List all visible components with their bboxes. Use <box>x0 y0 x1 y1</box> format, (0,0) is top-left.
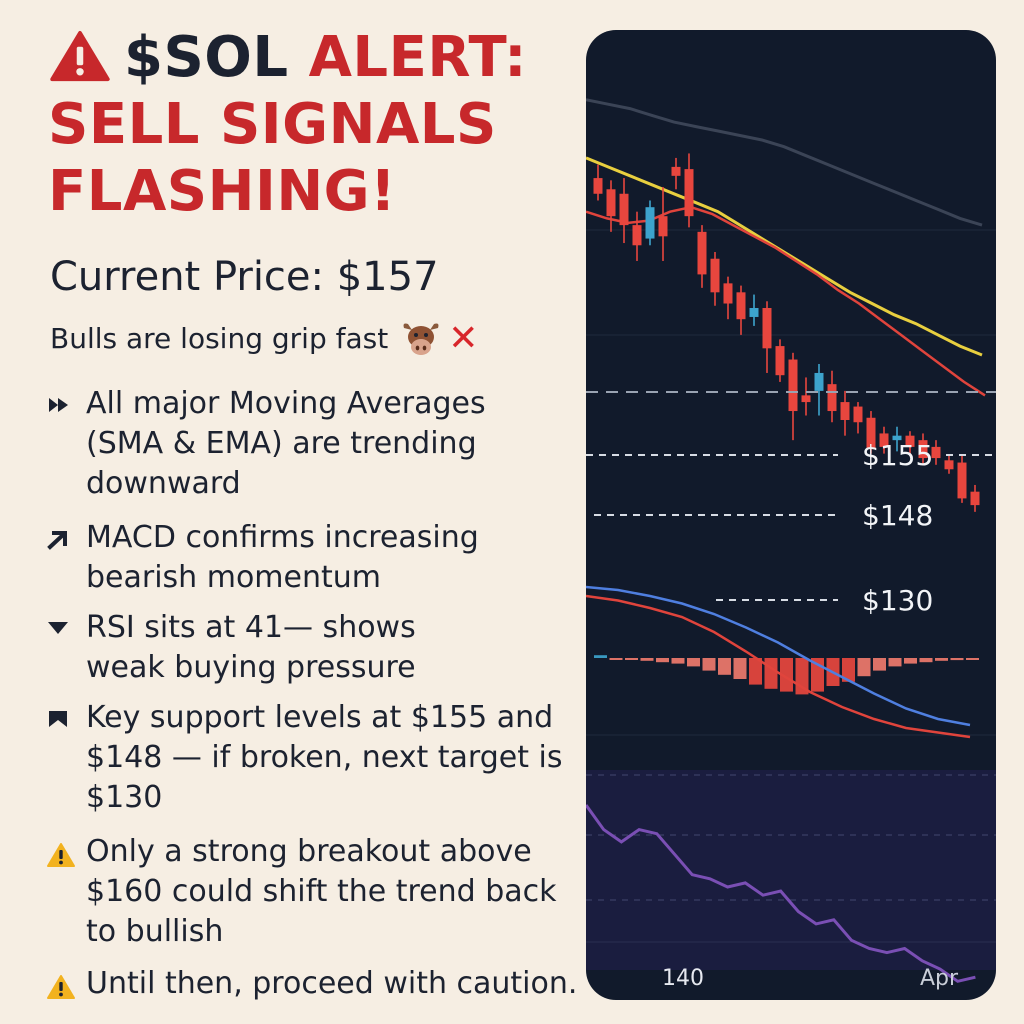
bullet-text: RSI sits at 41— shows weak buying pressur… <box>86 610 416 685</box>
alert-headline: $SOL ALERT: SELL SIGNALS FLASHING! <box>48 24 588 225</box>
candle-body <box>957 462 967 499</box>
candle-body <box>658 216 668 237</box>
bullet-item: MACD confirms increasing bearish momentum <box>46 518 586 598</box>
macd-histogram-bar <box>873 658 886 671</box>
candle-body <box>905 435 915 447</box>
macd-histogram-bar <box>702 658 716 671</box>
macd-histogram-bar <box>935 658 948 661</box>
macd-histogram-bar <box>842 658 855 682</box>
ticker-symbol: $SOL <box>124 25 289 90</box>
candle-body <box>710 258 720 293</box>
macd-histogram-bar <box>888 658 902 667</box>
warning-icon <box>47 843 75 867</box>
macd-signal-line <box>586 594 971 739</box>
support-label: $155 <box>862 439 933 472</box>
bullet-item: Key support levels at $155 and $148 — if … <box>46 698 586 818</box>
candle-body <box>918 440 928 459</box>
bookmark-icon <box>49 711 67 727</box>
macd-histogram-bar <box>780 658 793 692</box>
candle-body <box>840 402 850 420</box>
macd-histogram-bar <box>966 658 979 660</box>
headline-line-3: FLASHING! <box>48 159 397 224</box>
candle-body <box>931 446 941 459</box>
candle-body <box>879 433 889 447</box>
candle-body <box>814 372 824 391</box>
bullet-text: Until then, proceed with caution. <box>86 966 578 1001</box>
candle-body <box>775 346 785 376</box>
candle-body <box>944 460 954 470</box>
macd-histogram-bar <box>625 658 638 660</box>
alert-word: ALERT: <box>308 25 528 90</box>
candle-body <box>736 292 746 320</box>
subtitle-row: Bulls are losing grip fast ✕ <box>50 318 478 359</box>
bullet-item: All major Moving Averages (SMA & EMA) are… <box>46 384 586 504</box>
double-chevron-right-icon <box>49 398 68 412</box>
candle-body <box>853 406 863 423</box>
macd-histogram-bar <box>904 658 917 664</box>
candle-body <box>632 225 642 246</box>
macd-line <box>586 585 971 727</box>
macd-histogram-bar <box>749 658 762 685</box>
macd-histogram-bar <box>671 658 685 664</box>
candle-body <box>866 417 876 450</box>
support-label: $148 <box>862 499 933 532</box>
macd-histogram-bar <box>919 658 933 663</box>
bullet-text: All major Moving Averages (SMA & EMA) are… <box>86 386 486 501</box>
bullet-item: Until then, proceed with caution. <box>46 964 586 1004</box>
macd-histogram-bar <box>950 658 964 661</box>
macd-histogram-bar <box>733 658 747 679</box>
macd-histogram-bar <box>718 658 731 675</box>
rsi-pane <box>586 770 996 970</box>
x-tick-label: 140 <box>662 966 704 991</box>
candle-body <box>788 359 798 412</box>
macd-histogram-bar <box>640 658 654 661</box>
macd-histogram-bar <box>609 658 623 660</box>
candle-body <box>619 193 629 226</box>
candle-body <box>892 435 902 441</box>
candle-body <box>827 384 837 412</box>
candle-body <box>645 207 655 239</box>
macd-histogram-bar <box>764 658 778 689</box>
candle-body <box>606 189 616 217</box>
macd-histogram-bar <box>857 658 871 677</box>
candle-body <box>671 166 681 176</box>
headline-line-1: $SOL ALERT: <box>48 24 588 91</box>
support-label: $130 <box>862 584 933 617</box>
candle-body <box>762 308 772 349</box>
warning-icon <box>50 30 110 82</box>
candle-body <box>749 308 759 317</box>
price-chart: $155 $148 $130 140 Apr <box>586 30 996 1000</box>
bull-face-icon <box>403 323 439 355</box>
warning-icon <box>47 975 75 999</box>
candle-body <box>970 491 980 506</box>
candle-body <box>593 178 603 194</box>
triangle-down-icon <box>48 622 68 634</box>
bullet-text: Key support levels at $155 and $148 — if … <box>86 700 563 815</box>
candle-body <box>684 169 694 217</box>
x-tick-label: Apr <box>920 966 959 991</box>
bullet-text: MACD confirms increasing bearish momentum <box>86 520 479 595</box>
candle-body <box>723 283 733 304</box>
macd-histogram-bar <box>656 658 669 663</box>
macd-histogram-bar <box>594 655 607 658</box>
current-price: Current Price: $157 <box>50 254 439 300</box>
subtitle-text: Bulls are losing grip fast <box>50 322 389 355</box>
moving-average-yellow <box>586 156 983 357</box>
chart-canvas: $155 $148 $130 140 Apr <box>586 98 996 991</box>
macd-histogram-bar <box>687 658 700 667</box>
bullet-item: RSI sits at 41— shows weak buying pressur… <box>46 608 586 688</box>
arrow-up-right-icon <box>47 531 67 550</box>
bullet-item: Only a strong breakout above $160 could s… <box>46 832 586 952</box>
bullet-text: Only a strong breakout above $160 could s… <box>86 834 557 949</box>
headline-line-2: SELL SIGNALS <box>48 92 497 157</box>
rsi-line <box>586 804 976 983</box>
candle-body <box>697 231 707 275</box>
moving-average-gray <box>586 98 983 227</box>
candle-body <box>801 395 811 403</box>
cross-mark-icon: ✕ <box>448 318 479 359</box>
